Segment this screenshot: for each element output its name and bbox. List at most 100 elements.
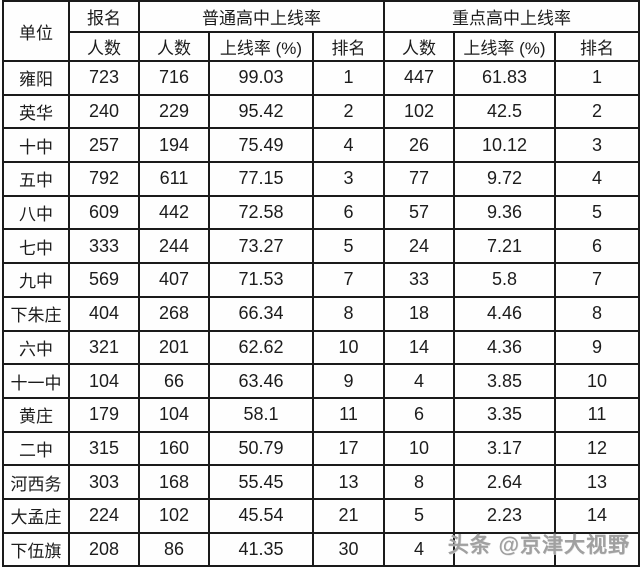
- value-cell: 9: [311, 363, 386, 399]
- value-cell: 77.15: [208, 161, 314, 197]
- table-row: 下朱庄 404 268 66.34 8 18 4.46 8: [2, 295, 640, 332]
- value-cell: 4.46: [453, 295, 557, 332]
- value-cell: 7: [311, 262, 386, 298]
- value-cell: 10: [311, 329, 386, 366]
- value-cell: 5: [383, 497, 456, 534]
- header-key-rate: 上线率 (%): [453, 31, 557, 62]
- value-cell: 13: [554, 464, 640, 500]
- header-regular-rank: 排名: [311, 31, 386, 62]
- value-cell: 268: [138, 295, 210, 332]
- value-cell: 2.64: [453, 464, 557, 500]
- value-cell: 24: [383, 228, 456, 265]
- header-enroll-line2: 人数: [68, 31, 140, 62]
- table-row: 英华 240 229 95.42 2 102 42.5 2: [2, 93, 640, 130]
- value-cell: 3: [554, 127, 640, 164]
- value-cell: 104: [138, 396, 210, 433]
- value-cell: 168: [138, 464, 210, 500]
- table-row: 二中 315 160 50.79 17 10 3.17 12: [2, 430, 640, 467]
- value-cell: 71.53: [208, 262, 314, 298]
- value-cell: 321: [68, 329, 140, 366]
- value-cell: 6: [383, 396, 456, 433]
- value-cell: 30: [311, 531, 386, 567]
- header-regular-count: 人数: [138, 31, 210, 62]
- value-cell: 61.83: [453, 60, 557, 96]
- unit-cell: 河西务: [2, 464, 70, 500]
- value-cell: 95.42: [208, 93, 314, 130]
- table-row: 八中 609 442 72.58 6 57 9.36 5: [2, 194, 640, 231]
- table-row: 雍阳 723 716 99.03 1 447 61.83 1: [2, 60, 640, 96]
- value-cell: 3.85: [453, 363, 557, 399]
- value-cell: 21: [311, 497, 386, 534]
- unit-cell: 英华: [2, 93, 70, 130]
- value-cell: 5: [554, 194, 640, 231]
- value-cell: 13: [311, 464, 386, 500]
- unit-cell: 雍阳: [2, 60, 70, 96]
- value-cell: 2.23: [453, 497, 557, 534]
- value-cell: 303: [68, 464, 140, 500]
- value-cell: 257: [68, 127, 140, 164]
- value-cell: 1: [554, 60, 640, 96]
- value-cell: 5: [311, 228, 386, 265]
- unit-cell: 下伍旗: [2, 531, 70, 567]
- value-cell: 2: [311, 93, 386, 130]
- value-cell: 10: [383, 430, 456, 467]
- value-cell: 75.49: [208, 127, 314, 164]
- value-cell: 208: [68, 531, 140, 567]
- table-row: 六中 321 201 62.62 10 14 4.36 9: [2, 329, 640, 366]
- value-cell: 4: [311, 127, 386, 164]
- value-cell: 611: [138, 161, 210, 197]
- value-cell: 17: [311, 430, 386, 467]
- value-cell: 3.35: [453, 396, 557, 433]
- header-group-key: 重点高中上线率: [383, 0, 640, 33]
- value-cell: 66.34: [208, 295, 314, 332]
- unit-cell: 十一中: [2, 363, 70, 399]
- value-cell: 5.8: [453, 262, 557, 298]
- value-cell: 7.21: [453, 228, 557, 265]
- value-cell: 86: [138, 531, 210, 567]
- value-cell: 224: [68, 497, 140, 534]
- table-row: 黄庄 179 104 58.1 11 6 3.35 11: [2, 396, 640, 433]
- value-cell: 14: [554, 497, 640, 534]
- value-cell: 333: [68, 228, 140, 265]
- value-cell: 7: [554, 262, 640, 298]
- value-cell: 55.45: [208, 464, 314, 500]
- header-unit: 单位: [2, 0, 70, 62]
- value-cell: 8: [383, 464, 456, 500]
- value-cell: 8: [554, 295, 640, 332]
- value-cell: 4: [383, 363, 456, 399]
- value-cell: 14: [383, 329, 456, 366]
- value-cell: 3.17: [453, 430, 557, 467]
- value-cell: 8: [311, 295, 386, 332]
- value-cell: 33: [383, 262, 456, 298]
- table-row: 河西务 303 168 55.45 13 8 2.64 13: [2, 464, 640, 500]
- unit-cell: 黄庄: [2, 396, 70, 433]
- value-cell: 18: [383, 295, 456, 332]
- value-cell: 407: [138, 262, 210, 298]
- header-key-rank: 排名: [554, 31, 640, 62]
- header-regular-rate: 上线率 (%): [208, 31, 314, 62]
- header-key-count: 人数: [383, 31, 456, 62]
- value-cell: 4: [383, 531, 456, 567]
- value-cell: 50.79: [208, 430, 314, 467]
- value-cell: 240: [68, 93, 140, 130]
- value-cell: 77: [383, 161, 456, 197]
- header-enroll-line1: 报名: [68, 0, 140, 33]
- value-cell: 26: [383, 127, 456, 164]
- unit-cell: 八中: [2, 194, 70, 231]
- unit-cell: 五中: [2, 161, 70, 197]
- unit-cell: 下朱庄: [2, 295, 70, 332]
- unit-cell: 十中: [2, 127, 70, 164]
- table-row: 大孟庄 224 102 45.54 21 5 2.23 14: [2, 497, 640, 534]
- unit-cell: 七中: [2, 228, 70, 265]
- header-group-regular: 普通高中上线率: [137, 0, 386, 33]
- value-cell: 179: [68, 396, 140, 433]
- value-cell: 66: [138, 363, 210, 399]
- value-cell: 201: [138, 329, 210, 366]
- value-cell: 58.1: [208, 396, 314, 433]
- value-cell: 3: [311, 161, 386, 197]
- value-cell: 9.36: [453, 194, 557, 231]
- value-cell: 10: [554, 363, 640, 399]
- value-cell: 229: [138, 93, 210, 130]
- value-cell: [554, 531, 640, 567]
- value-cell: 12: [554, 430, 640, 467]
